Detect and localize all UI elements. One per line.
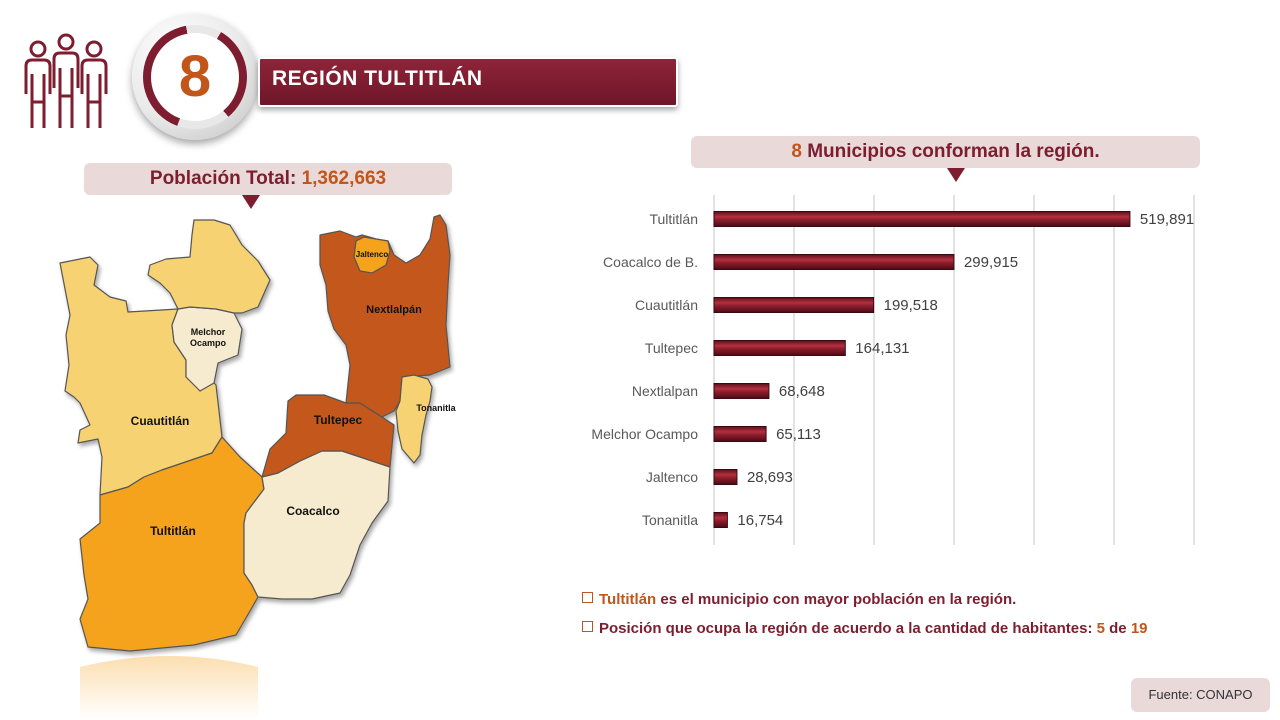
map-label-tonanitla: Tonanitla — [416, 403, 456, 413]
chart-header-count: 8 — [791, 141, 802, 162]
population-arrow-icon — [242, 195, 260, 209]
chart-grid — [713, 195, 1195, 545]
chart-value-label: 519,891 — [1140, 211, 1194, 228]
region-title: REGIÓN TULTITLÁN — [272, 67, 483, 90]
region-badge-inner — [151, 33, 239, 121]
map-area-cuautitlan-north — [147, 219, 271, 314]
population-value: 1,362,663 — [301, 168, 387, 189]
region-number: 8 — [178, 44, 212, 109]
note2-of: de — [1109, 620, 1127, 637]
people-group-icon — [24, 33, 108, 128]
map-label-melchor-ocampo-1: Melchor — [191, 327, 226, 337]
chart-category-label: Nextlalpan — [632, 383, 698, 399]
chart-header: 8 Municipios conforman la región. — [691, 136, 1200, 168]
map-reflection — [80, 656, 258, 720]
chart-bar — [713, 512, 728, 528]
chart-bar — [713, 383, 770, 399]
source-box — [1131, 678, 1270, 712]
note-largest-municipality: Tultitlán es el municipio con mayor pobl… — [582, 591, 1016, 608]
note-region-rank: Posición que ocupa la región de acuerdo … — [582, 620, 1148, 637]
chart-value-label: 299,915 — [964, 254, 1018, 271]
chart-value-label: 65,113 — [776, 426, 821, 443]
note2-rank: 5 — [1096, 620, 1105, 637]
chart-category-label: Coacalco de B. — [603, 254, 698, 270]
population-label: Población Total: — [149, 168, 297, 189]
chart-arrow-icon — [947, 168, 965, 182]
map-label-nextlalpan: Nextlalpán — [366, 304, 422, 316]
chart-bar — [713, 254, 955, 270]
map-area-tonanitla — [395, 374, 433, 464]
chart-bar — [713, 340, 846, 356]
map-label-cuautitlan: Cuautitlán — [131, 414, 190, 428]
chart-value-label: 28,693 — [747, 469, 793, 486]
chart-bar — [713, 469, 738, 485]
chart-value-label: 164,131 — [855, 340, 909, 357]
map-area-tultepec — [261, 394, 395, 478]
note1-highlight: Tultitlán — [599, 591, 657, 608]
region-title-bar — [258, 57, 678, 107]
chart-value-labels: 519,891 299,915 199,518 164,131 68,648 65,113… — [737, 211, 1194, 529]
chart-category-label: Cuautitlán — [635, 297, 698, 313]
checkbox-icon — [582, 621, 593, 632]
chart-category-label: Melchor Ocampo — [591, 426, 698, 442]
source-label: Fuente: CONAPO — [1148, 687, 1253, 702]
map-label-jaltenco: Jaltenco — [356, 250, 389, 259]
note1-text: es el municipio con mayor población en l… — [660, 591, 1017, 608]
chart-value-label: 199,518 — [884, 297, 938, 314]
chart-category-label: Jaltenco — [646, 469, 698, 485]
map-label-coacalco: Coacalco — [286, 504, 339, 518]
chart-bar — [713, 426, 767, 442]
region-map: Cuautitlán Melchor Ocampo Tultitlán Coac… — [59, 214, 457, 720]
chart-bar — [713, 297, 875, 313]
chart-value-label: 68,648 — [779, 383, 825, 400]
note2-total: 19 — [1130, 620, 1148, 637]
population-box — [84, 163, 452, 195]
chart-category-label: Tultepec — [645, 340, 698, 356]
population-bar-chart: Tultitlán Coacalco de B. Cuautitlán Tultepe… — [591, 195, 1195, 545]
chart-category-label: Tonanitla — [642, 512, 698, 528]
chart-header-text: Municipios conforman la región. — [807, 141, 1100, 162]
chart-header-box — [691, 136, 1200, 168]
map-area-jaltenco — [353, 236, 391, 274]
chart-category-label: Tultitlán — [649, 211, 698, 227]
map-label-tultepec: Tultepec — [314, 413, 363, 427]
chart-value-label: 16,754 — [737, 512, 783, 529]
population-total: Población Total: 1,362,663 — [84, 163, 452, 195]
note2-text: Posición que ocupa la región de acuerdo … — [599, 620, 1093, 637]
chart-bars — [713, 211, 1131, 528]
chart-bar — [713, 211, 1131, 227]
chart-category-labels: Tultitlán Coacalco de B. Cuautitlán Tultepe… — [591, 211, 698, 528]
map-label-melchor-ocampo-2: Ocampo — [190, 338, 227, 348]
checkbox-icon — [582, 592, 593, 603]
map-label-tultitlan: Tultitlán — [150, 524, 196, 538]
